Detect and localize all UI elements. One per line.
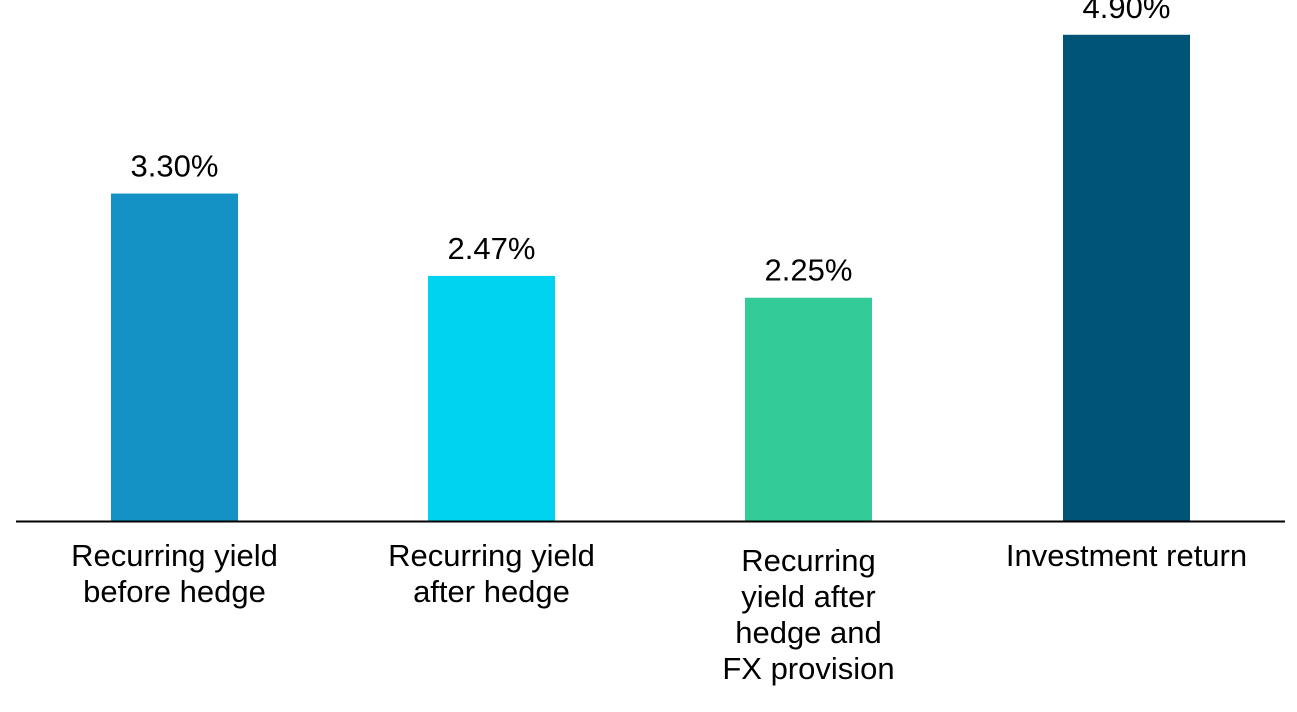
bar-1 <box>111 193 238 521</box>
category-label-line: yield after <box>741 579 875 614</box>
category-label-2: Recurring yield after hedge <box>388 538 595 609</box>
data-label-2: 2.47% <box>448 231 536 266</box>
category-label-line: after hedge <box>413 574 570 609</box>
data-label-4: 4.90% <box>1083 0 1171 25</box>
data-labels-group: 3.30% 2.47% 2.25% 4.90% <box>131 0 1171 288</box>
category-label-line: Recurring yield <box>71 538 278 573</box>
category-label-line: Recurring <box>741 543 875 578</box>
bars-group <box>111 34 1190 521</box>
category-label-line: hedge and <box>735 615 882 650</box>
category-label-4: Investment return <box>1006 538 1247 573</box>
category-label-line: before hedge <box>83 574 266 609</box>
category-label-3: Recurring yield after hedge and FX provisio… <box>722 543 894 686</box>
bar-4 <box>1063 34 1190 521</box>
category-label-line: Investment return <box>1006 538 1247 573</box>
data-label-3: 2.25% <box>765 253 853 288</box>
data-label-1: 3.30% <box>131 149 219 184</box>
bar-2 <box>428 275 555 521</box>
category-label-1: Recurring yield before hedge <box>71 538 278 609</box>
bar-3 <box>745 297 872 521</box>
category-label-line: FX provision <box>722 651 894 686</box>
category-label-line: Recurring yield <box>388 538 595 573</box>
